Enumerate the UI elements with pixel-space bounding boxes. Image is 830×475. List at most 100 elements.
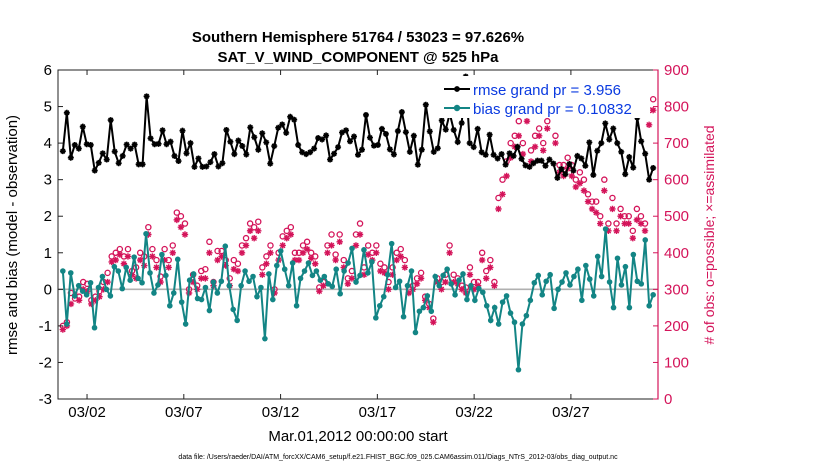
rmse-dot xyxy=(563,172,568,176)
rmse-dot xyxy=(360,147,364,152)
rmse-dot xyxy=(228,139,233,144)
obs-assimilated-glyph xyxy=(246,227,254,235)
obs-assimilated-point xyxy=(149,253,156,260)
rmse-point xyxy=(398,109,405,116)
rmse-point xyxy=(650,164,657,171)
bias-point xyxy=(396,278,403,285)
obs-possible-point xyxy=(649,95,657,103)
rmse-point xyxy=(203,163,210,170)
bias-point xyxy=(420,304,427,311)
obs-assimilated-point xyxy=(609,205,616,213)
bias-point xyxy=(246,278,252,285)
obs-assimilated-point xyxy=(92,297,99,304)
obs-possible-point xyxy=(584,191,592,198)
rmse-dot xyxy=(567,162,572,166)
bias-point xyxy=(285,282,292,289)
rmse-point xyxy=(414,161,421,168)
rmse-dot xyxy=(352,134,356,139)
rmse-point xyxy=(323,132,330,139)
rmse-point xyxy=(347,138,354,145)
bias-point xyxy=(392,284,399,291)
bias-point xyxy=(167,302,173,309)
bias-point xyxy=(361,247,367,253)
bias-point xyxy=(428,308,435,315)
rmse-point xyxy=(207,159,214,166)
bias-point xyxy=(206,307,213,314)
obs-assimilated-glyph xyxy=(287,231,295,238)
bias-point xyxy=(242,268,248,274)
bias-point xyxy=(495,321,502,327)
obs-assimilated-point xyxy=(417,275,425,282)
obs-assimilated-point xyxy=(478,256,486,264)
obs-assimilated-glyph xyxy=(242,242,250,249)
bias-point xyxy=(95,284,102,291)
rmse-dot xyxy=(73,143,77,147)
rmse-point xyxy=(211,151,218,158)
bias-point xyxy=(83,292,90,298)
rmse-dot xyxy=(184,151,189,156)
obs-assimilated-point xyxy=(552,139,559,147)
bias-point xyxy=(190,271,197,277)
obs-possible-point xyxy=(515,117,523,125)
bias-point xyxy=(642,237,649,243)
rmse-point xyxy=(390,151,397,158)
rmse-point xyxy=(502,161,509,168)
bias-point xyxy=(618,282,625,288)
obs-possible-point xyxy=(499,176,506,183)
obs-assimilated-point xyxy=(324,249,331,256)
rmse-dot xyxy=(109,118,113,122)
obs-assimilated-point xyxy=(389,271,396,278)
obs-possible-point xyxy=(303,238,311,246)
rmse-point xyxy=(374,141,381,148)
obs-assimilated-point xyxy=(641,227,649,235)
rmse-dot xyxy=(204,164,209,169)
obs-assimilated-point xyxy=(279,242,286,249)
obs-possible-point xyxy=(161,245,168,253)
bias-point xyxy=(305,260,312,266)
rmse-dot xyxy=(212,152,217,156)
obs-possible-point xyxy=(267,242,274,249)
bias-point xyxy=(281,266,288,273)
rmse-dot xyxy=(156,142,161,146)
rmse-point xyxy=(606,136,613,143)
obs-possible-point xyxy=(393,249,400,257)
rmse-dot xyxy=(348,139,352,143)
rmse-dot xyxy=(456,140,460,144)
obs-assimilated-glyph xyxy=(336,238,343,246)
obs-assimilated-point xyxy=(344,280,352,288)
rmse-dot xyxy=(85,142,89,146)
obs-assimilated-glyph xyxy=(328,242,335,249)
rmse-point xyxy=(622,171,629,178)
obs-assimilated-glyph xyxy=(238,249,246,256)
bias-point xyxy=(230,306,237,313)
rmse-point xyxy=(311,145,318,152)
obs-possible-point xyxy=(576,169,584,176)
obs-assimilated-glyph xyxy=(250,234,258,242)
x-tick-label: 03/12 xyxy=(262,404,300,421)
rmse-dot xyxy=(591,173,596,177)
bias-point xyxy=(337,290,343,297)
rmse-point xyxy=(343,127,350,134)
rmse-dot xyxy=(555,176,560,180)
bias-point xyxy=(107,293,114,299)
obs-possible-point xyxy=(124,245,132,253)
rmse-point xyxy=(103,156,110,163)
obs-assimilated-glyph xyxy=(499,191,506,198)
rmse-dot xyxy=(487,133,492,137)
obs-assimilated-point xyxy=(519,150,527,158)
bias-point xyxy=(594,253,601,260)
obs-possible-point xyxy=(446,242,453,249)
obs-assimilated-point xyxy=(438,286,445,293)
rmse-point xyxy=(187,140,194,147)
rmse-dot xyxy=(336,145,340,149)
bias-point xyxy=(75,282,82,289)
obs-assimilated-glyph xyxy=(527,158,535,165)
rmse-point xyxy=(87,141,94,148)
obs-possible-point xyxy=(356,220,364,227)
obs-assimilated-point xyxy=(364,251,372,258)
rmse-point xyxy=(566,160,573,167)
obs-assimilated-point xyxy=(377,267,384,275)
rmse-dot xyxy=(328,157,332,162)
rmse-point xyxy=(614,140,621,147)
